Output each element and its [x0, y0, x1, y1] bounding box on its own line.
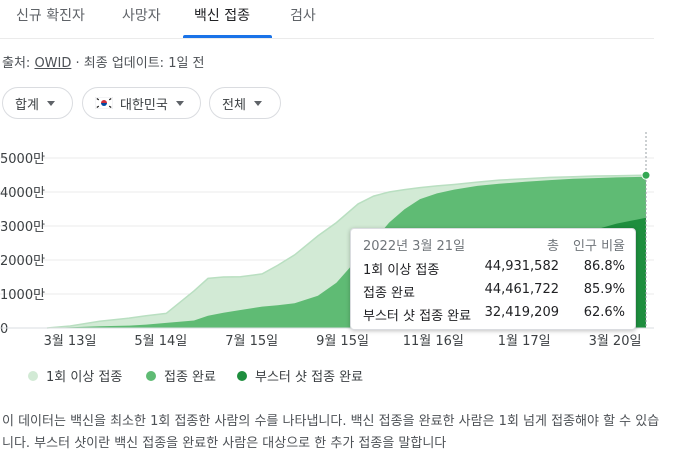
x-tick-label: 3월 13일: [44, 334, 97, 349]
tooltip-row-pct: 86.8%: [583, 259, 625, 274]
country-dropdown-label: 대한민국: [120, 97, 168, 113]
legend-label: 부스터 샷 접종 완료: [255, 370, 364, 385]
tooltip-row: 접종 완료 44,461,722 85.9%: [363, 282, 625, 304]
x-tick-label: 3월 20일: [589, 334, 642, 349]
y-tick-label: 0: [0, 322, 8, 337]
tooltip-date: 2022년 3월 21일: [363, 239, 466, 254]
legend-label: 접종 완료: [164, 370, 216, 385]
tab-bar: 신규 확진자 사망자 백신 접종 검사: [0, 0, 654, 39]
tooltip-row-total: 32,419,209: [484, 305, 559, 320]
korea-flag-icon: [94, 96, 114, 110]
legend-label: 1회 이상 접종: [46, 370, 123, 385]
country-dropdown[interactable]: 대한민국: [82, 87, 201, 119]
chart-tooltip: 2022년 3월 21일 총 인구 비율 1회 이상 접종 44,931,582…: [350, 228, 636, 330]
legend-dot: [237, 370, 247, 381]
legend-dot: [146, 370, 156, 381]
active-tab-indicator: [183, 35, 272, 38]
scope-dropdown[interactable]: 전체: [209, 87, 281, 119]
chevron-down-icon: [175, 100, 184, 106]
tooltip-total-header: 총: [547, 239, 559, 254]
x-tick-label: 5월 14일: [134, 334, 187, 349]
y-tick-label: 1000만: [0, 288, 45, 303]
y-tick-label: 2000만: [0, 254, 45, 269]
tooltip-row-pct: 85.9%: [583, 282, 625, 297]
metric-dropdown-label: 합계: [15, 97, 39, 113]
x-tick-label: 7월 15일: [225, 334, 278, 349]
x-tick-label: 1월 17일: [498, 334, 551, 349]
tooltip-row-total: 44,461,722: [484, 282, 559, 297]
y-tick-label: 4000만: [0, 186, 45, 201]
tooltip-row: 부스터 샷 접종 완료 32,419,209 62.6%: [363, 305, 625, 327]
tooltip-row-label: 부스터 샷 접종 완료: [363, 309, 472, 324]
series-line: [46, 174, 647, 329]
last-updated: · 최종 업데이트: 1일 전: [71, 56, 205, 71]
source-line: 출처: OWID · 최종 업데이트: 1일 전: [2, 52, 205, 71]
tooltip-row-label: 접종 완료: [363, 286, 415, 301]
chart-description: 이 데이터는 백신을 최소한 1회 접종한 사람의 수를 나타냅니다. 백신 접…: [2, 414, 660, 451]
source-prefix: 출처:: [2, 56, 31, 71]
source-link[interactable]: OWID: [34, 56, 72, 71]
tab-new-cases[interactable]: 신규 확진자: [16, 8, 85, 24]
legend-item[interactable]: 부스터 샷 접종 완료: [237, 366, 363, 385]
hover-marker: [641, 170, 651, 180]
chevron-down-icon: [46, 100, 55, 106]
legend-item[interactable]: 접종 완료: [146, 366, 216, 385]
chevron-down-icon: [253, 100, 262, 106]
legend-item[interactable]: 1회 이상 접종: [28, 366, 122, 385]
metric-dropdown[interactable]: 합계: [2, 87, 73, 119]
y-tick-label: 3000만: [0, 220, 45, 235]
tooltip-row-pct: 62.6%: [583, 305, 625, 320]
tooltip-row: 1회 이상 접종 44,931,582 86.8%: [363, 259, 625, 281]
tab-tests[interactable]: 검사: [290, 8, 316, 24]
tab-deaths[interactable]: 사망자: [122, 8, 161, 24]
tooltip-row-total: 44,931,582: [484, 259, 559, 274]
tooltip-row-label: 1회 이상 접종: [363, 263, 440, 278]
legend-dot: [28, 370, 38, 381]
y-tick-label: 5000만: [0, 152, 45, 167]
x-tick-label: 11월 16일: [403, 334, 464, 349]
scope-dropdown-label: 전체: [222, 97, 246, 113]
tab-vaccination[interactable]: 백신 접종: [194, 8, 250, 24]
tooltip-pct-header: 인구 비율: [573, 239, 625, 254]
x-tick-label: 9월 15일: [316, 334, 369, 349]
